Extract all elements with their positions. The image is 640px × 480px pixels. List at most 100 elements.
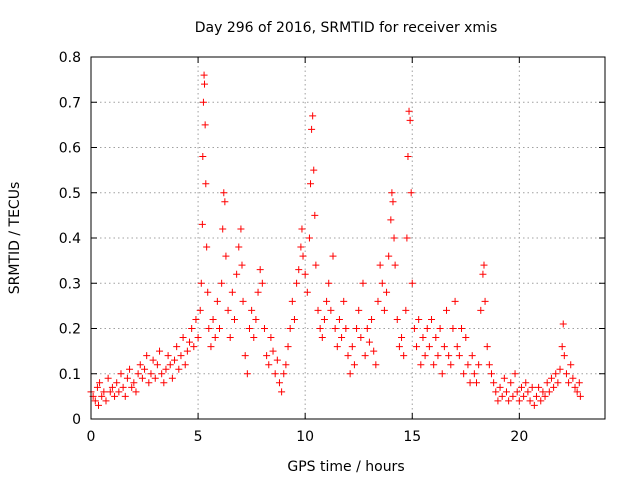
data-point [102, 397, 110, 405]
x-axis-title: GPS time / hours [287, 459, 404, 475]
y-tick-label: 0.2 [59, 322, 81, 338]
x-tick-label: 15 [403, 429, 421, 445]
data-point [434, 352, 442, 360]
data-point [537, 397, 545, 405]
data-point [532, 392, 540, 400]
data-point [158, 370, 166, 378]
data-point [108, 383, 116, 391]
y-tick-labels: 0 0.1 0.2 0.3 0.4 0.5 0.6 0.7 0.8 [59, 50, 81, 428]
chart-title: Day 296 of 2016, SRMTID for receiver xmi… [195, 20, 498, 36]
data-point [445, 352, 453, 360]
data-point [93, 383, 101, 391]
data-point [575, 379, 583, 387]
data-point [151, 374, 159, 382]
data-point [238, 261, 246, 269]
data-point [556, 365, 564, 373]
data-point [408, 279, 416, 287]
data-point [254, 288, 262, 296]
data-point [513, 388, 521, 396]
data-point [123, 374, 131, 382]
data-point [370, 347, 378, 355]
data-point [164, 352, 172, 360]
y-tick-label: 0.4 [59, 231, 81, 247]
data-point [487, 370, 495, 378]
data-point [211, 334, 219, 342]
data-point [96, 379, 104, 387]
data-point [222, 252, 230, 260]
data-point [91, 397, 99, 405]
data-point [417, 361, 425, 369]
data-point [406, 116, 414, 124]
data-point [256, 266, 264, 274]
y-tick-label: 0.5 [59, 186, 81, 202]
data-point [374, 297, 382, 305]
data-point [470, 370, 478, 378]
data-point [410, 325, 418, 332]
data-point [309, 112, 317, 120]
y-tick-label: 0.6 [59, 141, 81, 157]
data-point [201, 80, 209, 88]
data-point [325, 279, 333, 287]
data-point [522, 379, 530, 387]
data-point [425, 343, 433, 351]
data-point [153, 361, 161, 369]
data-point [547, 374, 555, 382]
data-point [230, 315, 238, 323]
data-point [520, 392, 528, 400]
data-point [156, 347, 164, 355]
data-point [204, 288, 212, 296]
data-point [119, 383, 127, 391]
data-point [451, 297, 459, 305]
data-point [447, 361, 455, 369]
data-point [100, 388, 108, 396]
data-point [361, 352, 369, 360]
data-point [245, 325, 253, 332]
data-point [388, 189, 396, 197]
data-point [218, 279, 226, 287]
data-point [138, 374, 146, 382]
data-point [113, 379, 121, 387]
data-point [275, 379, 283, 387]
data-point [333, 343, 341, 351]
data-point [175, 365, 183, 373]
data-point [145, 379, 153, 387]
data-point [389, 198, 397, 206]
data-point [166, 361, 174, 369]
data-point [308, 125, 316, 133]
data-point [391, 261, 399, 269]
data-point [543, 379, 551, 387]
data-point [353, 325, 361, 332]
data-point [541, 392, 549, 400]
data-point [573, 388, 581, 396]
data-point [576, 392, 584, 400]
data-point [404, 153, 412, 161]
data-point [181, 361, 189, 369]
data-point [558, 343, 566, 351]
data-point [168, 374, 176, 382]
data-point [475, 361, 483, 369]
data-point [363, 325, 371, 332]
data-point [440, 343, 448, 351]
data-point [243, 370, 251, 378]
data-point [559, 320, 567, 328]
x-tick-label: 5 [194, 429, 203, 445]
data-point [197, 279, 205, 287]
data-point [376, 261, 384, 269]
data-point [286, 325, 294, 332]
data-point [413, 343, 421, 351]
data-point [460, 370, 468, 378]
data-point [310, 166, 318, 174]
data-points [87, 71, 584, 409]
data-point [502, 388, 510, 396]
data-point [545, 388, 553, 396]
data-point [311, 211, 319, 219]
data-point [567, 361, 575, 369]
data-point [171, 356, 179, 364]
data-point [528, 383, 536, 391]
data-point [327, 306, 335, 314]
data-point [530, 401, 538, 409]
data-point [458, 325, 466, 332]
data-point [213, 297, 221, 305]
data-point [288, 297, 296, 305]
